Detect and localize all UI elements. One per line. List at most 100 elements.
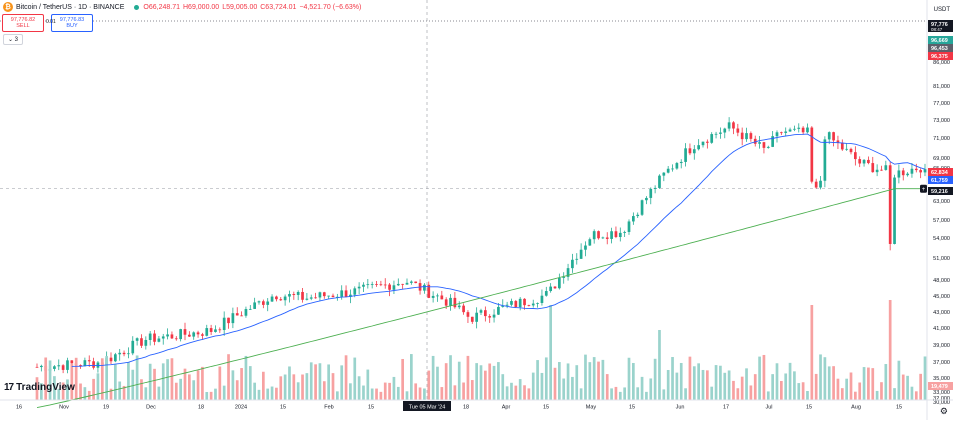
candle-body — [222, 317, 226, 331]
volume-bar — [566, 363, 570, 400]
volume-bar — [736, 388, 740, 400]
volume-bar — [127, 361, 130, 400]
candle-body — [309, 297, 313, 299]
volume-bar — [275, 387, 278, 400]
currency-label[interactable]: USDT — [933, 7, 950, 13]
candle-body — [288, 294, 291, 297]
volume-bar — [688, 356, 692, 400]
price-label-text: 96,669 — [931, 38, 948, 44]
price-tick-label: 71,000 — [933, 136, 950, 142]
candle-body — [340, 290, 344, 297]
price-label-countdown: 08:47 — [931, 27, 943, 32]
volume-bar — [549, 305, 552, 400]
symbol-title[interactable]: Bitcoin / TetherUS · 1D · BINANCE — [16, 3, 125, 11]
price-label-bg — [928, 44, 953, 52]
volume-bar — [553, 367, 557, 400]
volume-bar — [379, 391, 383, 400]
ohlc-close: C63,724.01 — [260, 3, 297, 11]
chart-legend: ₿ Bitcoin / TetherUS · 1D · BINANCE O66,… — [0, 0, 364, 14]
candle-body — [70, 360, 74, 364]
volume-bar — [780, 380, 783, 400]
time-axis[interactable]: 16 Nov 19 Dec 18 2024 15 Feb 15 Tue 05 Mar '24 18 A… — [0, 399, 953, 411]
candle-body — [836, 140, 840, 143]
price-axis[interactable]: 86,00081,00077,00073,00071,00069,00065,0… — [926, 0, 953, 420]
candle-body — [723, 128, 727, 133]
volume-bar — [222, 385, 226, 400]
price-label-bg — [928, 382, 953, 390]
candle-body — [153, 333, 156, 342]
volume-bar — [201, 366, 204, 400]
volume-bar — [671, 357, 674, 400]
volume-bar — [679, 362, 683, 400]
volume-bar — [279, 376, 283, 400]
volume-bar — [449, 355, 452, 400]
candle-body — [405, 282, 409, 285]
candle-body — [714, 133, 718, 135]
volume-bar — [810, 305, 814, 400]
volume-bar — [571, 376, 574, 400]
volume-bar — [910, 386, 914, 400]
candle-body — [840, 142, 844, 150]
sell-button[interactable]: 97,776.82 SELL — [2, 14, 44, 32]
volume-bar — [327, 364, 330, 400]
sma-fast-line — [71, 133, 926, 367]
candle-body — [205, 328, 209, 336]
volume-bar — [797, 383, 801, 400]
volume-bar — [488, 363, 492, 400]
candle-body — [531, 303, 535, 306]
tradingview-logo[interactable]: 17 TradingView — [4, 382, 75, 393]
candle-body — [719, 132, 722, 134]
candle-body — [636, 214, 640, 217]
volume-bar — [684, 388, 687, 400]
candle-body — [262, 301, 265, 305]
crosshair-plus-icon[interactable] — [920, 184, 927, 193]
candle-body — [61, 365, 65, 370]
candle-body — [884, 165, 888, 170]
volume-bar — [562, 378, 566, 400]
volume-bar — [697, 363, 700, 400]
price-label-bg — [928, 176, 953, 184]
candle-body — [431, 295, 435, 298]
candle-body — [479, 310, 483, 313]
volume-bar — [723, 372, 727, 400]
volume-bar — [423, 388, 426, 400]
ohlc-low: L59,005.00 — [222, 3, 258, 11]
volume-bar — [492, 365, 496, 400]
candle-body — [819, 180, 822, 188]
price-label-text: 62,834 — [931, 170, 949, 176]
volume-bar — [157, 386, 161, 400]
volume-bar — [906, 375, 909, 400]
candle-body — [797, 127, 801, 129]
volume-bar — [862, 367, 866, 400]
volume-bar — [675, 372, 679, 400]
volume-bar — [114, 364, 117, 400]
sell-price: 97,776.82 — [10, 17, 36, 23]
buy-button[interactable]: 97,776.83 BUY — [51, 14, 93, 32]
candle-body — [553, 286, 557, 289]
trade-panel: 97,776.82 SELL 0.01 97,776.83 BUY — [2, 14, 93, 32]
candle-body — [218, 329, 222, 331]
candle-body — [388, 284, 391, 290]
candle-body — [562, 276, 566, 278]
candle-body — [688, 148, 692, 154]
volume-bar — [840, 388, 844, 400]
indicators-toggle-button[interactable]: ⌄ 3 — [3, 34, 23, 45]
price-tick-label: 45,000 — [933, 294, 950, 300]
candle-body — [383, 284, 387, 286]
volume-bar — [418, 387, 422, 400]
candle-body — [701, 141, 705, 146]
volume-bar — [514, 385, 518, 400]
candle-body — [40, 365, 43, 368]
price-label-bg — [928, 52, 953, 60]
volume-bar — [440, 387, 444, 400]
volume-bar — [383, 382, 387, 400]
candle-body — [270, 296, 274, 302]
volume-bar — [749, 385, 753, 400]
volume-bar — [462, 382, 465, 400]
gear-icon[interactable]: ⚙ — [939, 406, 948, 416]
candle-body — [610, 231, 613, 239]
candle-body — [536, 302, 539, 304]
price-tick-label: 43,000 — [933, 310, 950, 316]
